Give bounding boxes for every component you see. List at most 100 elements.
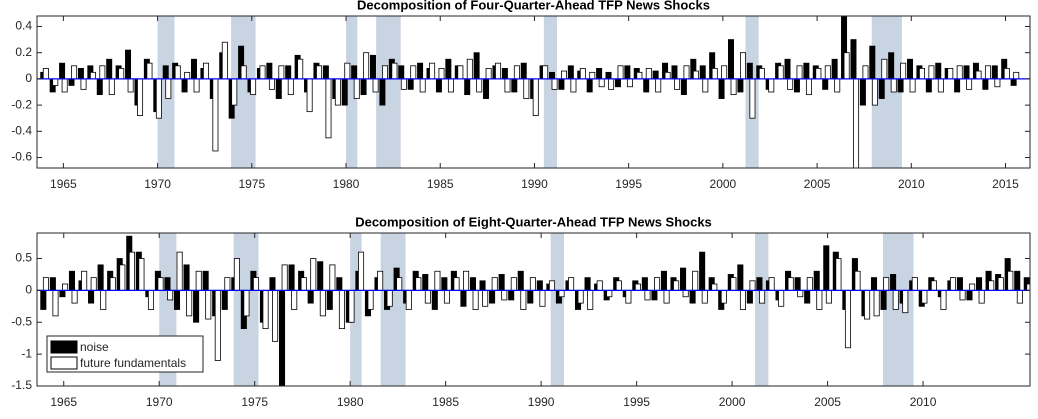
bar	[351, 65, 358, 80]
bar	[405, 289, 412, 310]
bar	[956, 65, 963, 80]
bar	[641, 277, 648, 291]
bar	[702, 78, 709, 93]
bar	[358, 251, 365, 291]
bar	[382, 65, 388, 80]
bar	[99, 65, 106, 80]
bar	[190, 58, 197, 80]
bar	[897, 78, 904, 93]
bar	[778, 289, 785, 307]
bar	[804, 289, 811, 304]
bar	[407, 78, 414, 90]
plot-frame	[36, 15, 1031, 169]
bar	[737, 78, 744, 93]
bar	[147, 289, 155, 310]
bar	[291, 289, 298, 310]
bar	[62, 283, 69, 291]
bar	[203, 62, 209, 80]
bar	[567, 65, 574, 80]
bar	[146, 62, 153, 80]
bar	[596, 68, 603, 80]
bar	[529, 277, 536, 291]
x-tick-label: 1995	[623, 395, 650, 409]
bar	[890, 274, 897, 291]
x-tick-label: 1995	[615, 177, 642, 191]
x-tick-label: 1975	[241, 395, 268, 409]
bar	[728, 39, 734, 80]
bar	[422, 274, 429, 291]
bar	[589, 71, 596, 80]
bar	[652, 70, 659, 80]
y-tick-label: -1.5	[11, 378, 32, 392]
y-tick-label: -0.6	[11, 150, 32, 164]
bar	[824, 65, 831, 80]
bar	[570, 78, 577, 93]
bar	[501, 289, 508, 301]
bar	[956, 277, 963, 291]
bar	[768, 78, 775, 93]
bar	[469, 277, 477, 291]
bar	[680, 267, 687, 291]
bar	[268, 78, 275, 90]
bar	[482, 289, 489, 307]
bar	[307, 289, 314, 304]
y-tick-label: -1	[21, 346, 32, 360]
bar	[644, 289, 651, 301]
bar	[259, 65, 266, 80]
bar	[125, 49, 132, 80]
bar	[463, 270, 470, 291]
bar	[954, 78, 961, 93]
bar	[424, 289, 431, 304]
bar	[586, 78, 593, 93]
bar	[614, 78, 621, 88]
bar	[907, 58, 913, 80]
bar	[52, 78, 59, 86]
bar	[306, 78, 313, 113]
bar	[495, 62, 502, 80]
bar	[963, 65, 970, 80]
bar	[643, 78, 650, 93]
bar	[645, 68, 652, 80]
bar	[81, 270, 88, 291]
bar	[489, 289, 496, 304]
bar	[1007, 270, 1014, 291]
bar	[746, 62, 753, 80]
bar	[353, 78, 360, 99]
bar	[822, 78, 829, 90]
bar	[794, 277, 801, 291]
bar	[341, 78, 348, 106]
bar	[287, 78, 294, 96]
bar	[843, 52, 850, 80]
bar	[587, 289, 594, 310]
bar	[692, 270, 699, 291]
chart-title: Decomposition of Four-Quarter-Ahead TFP …	[357, 0, 710, 12]
bar	[42, 68, 49, 80]
bar	[317, 261, 324, 291]
bar	[322, 65, 329, 80]
bar	[278, 65, 285, 80]
bar	[243, 289, 250, 317]
x-tick-label: 1975	[238, 177, 265, 191]
bar	[316, 65, 323, 80]
bar	[80, 78, 87, 90]
bar	[605, 71, 612, 80]
bar	[680, 78, 687, 96]
bar	[520, 289, 527, 310]
bar	[176, 251, 183, 291]
bar	[184, 71, 191, 80]
bar	[348, 289, 355, 323]
bar	[749, 78, 756, 119]
bar	[966, 289, 973, 301]
bar	[183, 264, 190, 291]
bar	[930, 280, 937, 291]
bar	[976, 277, 983, 291]
bar	[97, 264, 104, 291]
x-tick-label: 1980	[333, 177, 360, 191]
bar	[873, 289, 880, 317]
bar	[419, 78, 426, 93]
bar	[539, 289, 546, 307]
bar	[517, 270, 524, 291]
bar	[577, 289, 584, 304]
bar	[651, 289, 658, 301]
bar	[721, 65, 728, 80]
